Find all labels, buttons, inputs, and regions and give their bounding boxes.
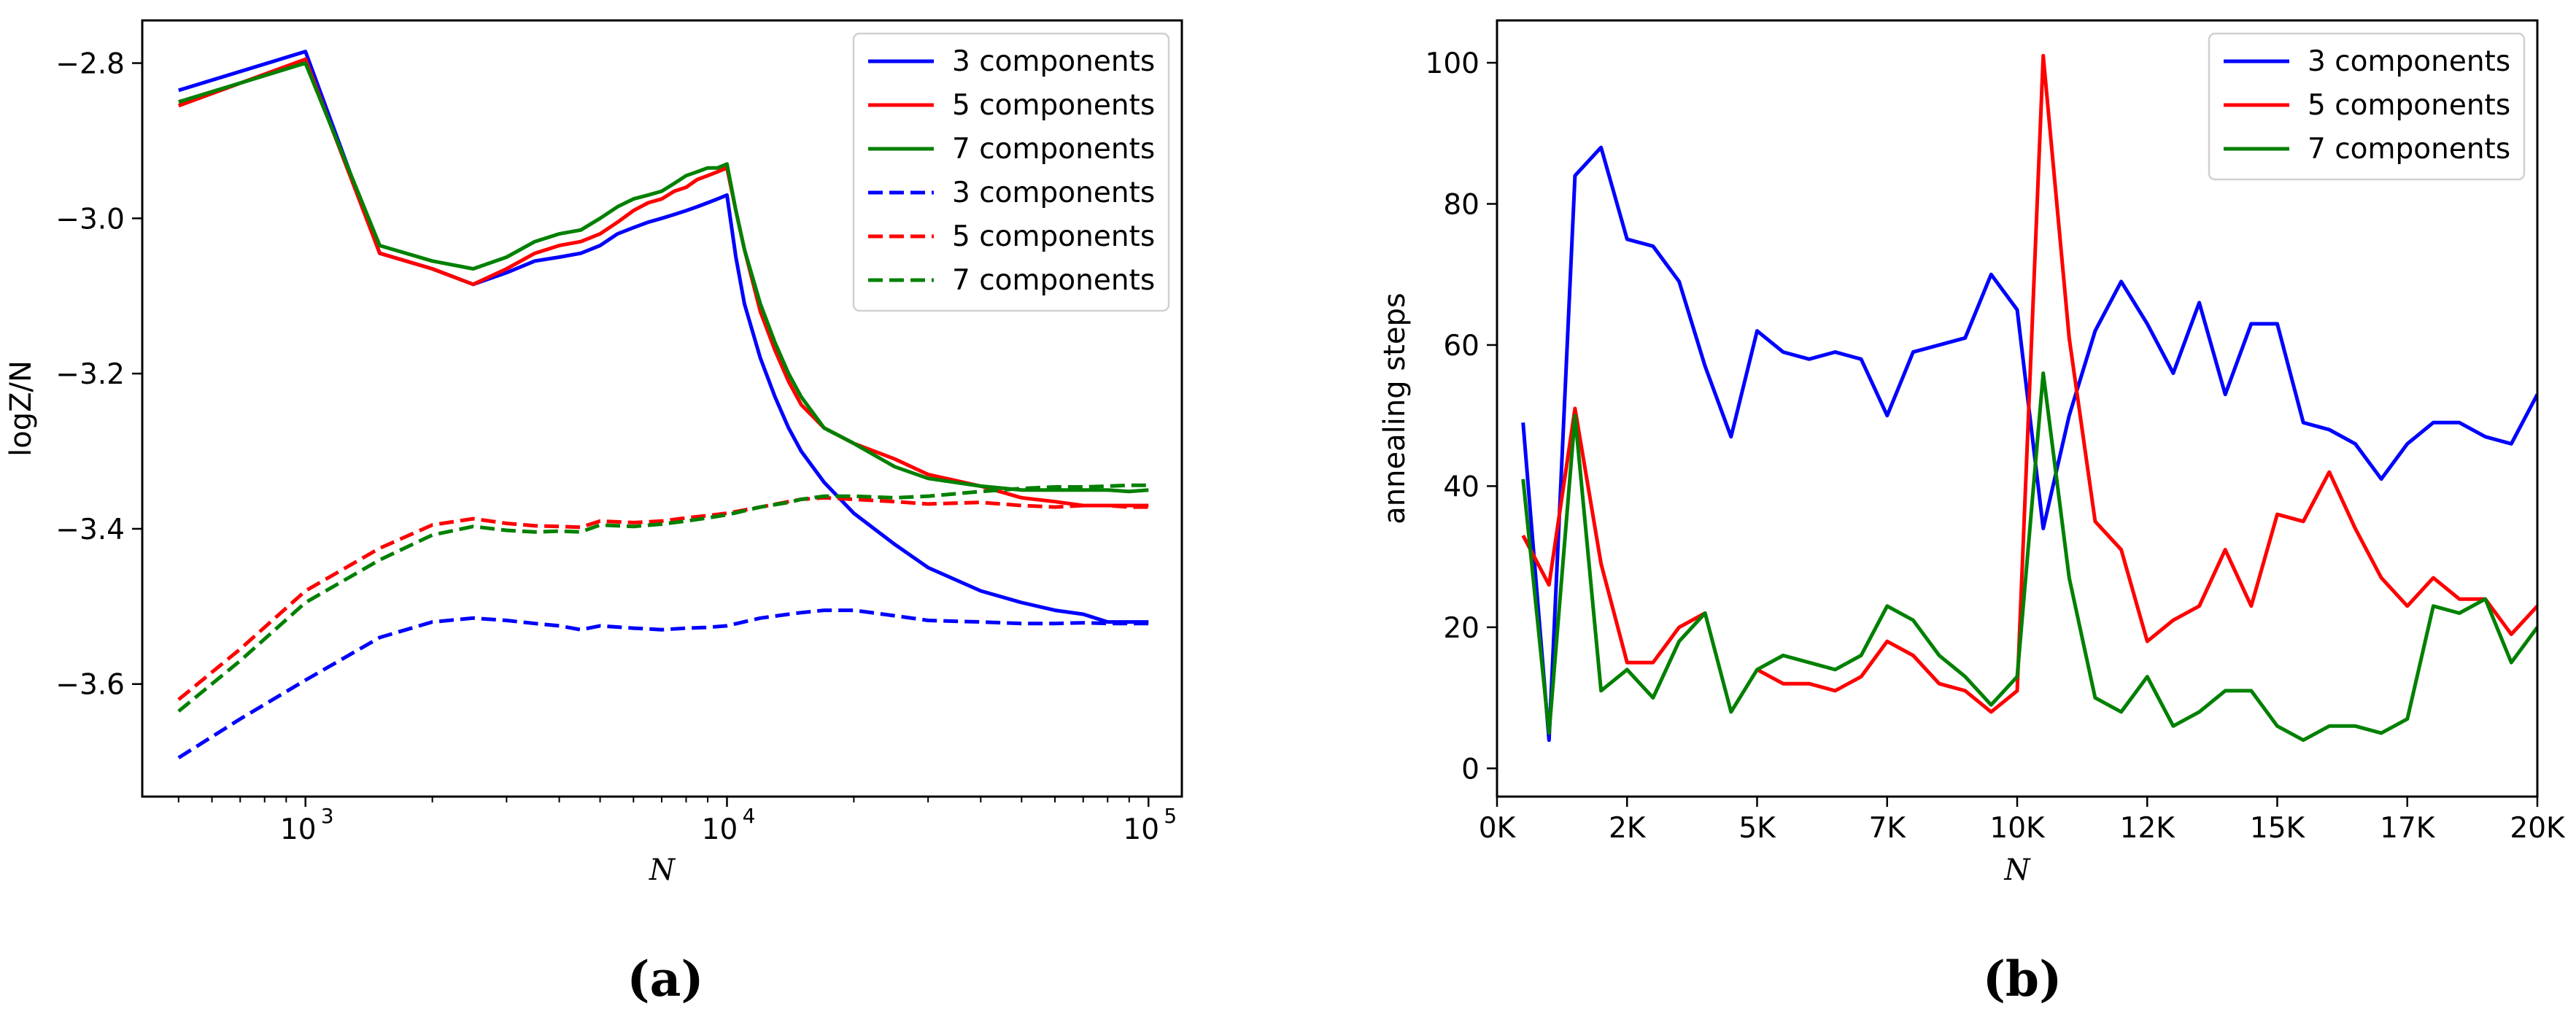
legend-entry: 7 components: [952, 133, 1155, 166]
x-tick-label-b: 10K: [1989, 812, 2046, 845]
series-line-7-components: [1521, 371, 2537, 743]
panel-b-label: (b): [1983, 951, 2062, 1007]
panel-b: 0K 2K 5K 7K 10K 12K 15K 17K 20K 0 20 40 60 80 100 Nanne…: [1378, 19, 2566, 887]
x-tick-label-b: 12K: [2120, 812, 2176, 845]
legend-box: [2208, 32, 2526, 181]
legend-entry: 5 components: [2308, 89, 2510, 122]
y-tick-label-b: 60: [1443, 330, 1480, 363]
series-line-solid-3-components: [178, 50, 1149, 624]
x-tick-label-b: 15K: [2250, 812, 2306, 845]
x-tick-label-b: 7K: [1869, 812, 1907, 845]
series-line-dashed-7-components: [177, 483, 1149, 713]
x-tick-label-a: 10: [702, 813, 738, 846]
legend-entry: 7 components: [2308, 133, 2510, 166]
series-line-5-components: [1756, 53, 2537, 714]
x-axis-label-a: N: [649, 853, 676, 887]
legend-entry: 3 components: [952, 177, 1155, 209]
legend-entry: 3 components: [952, 45, 1155, 78]
x-tick-label-b: 2K: [1609, 812, 1647, 845]
x-tick-label-b: 20K: [2510, 812, 2566, 845]
y-tick-label-b: 80: [1443, 188, 1480, 221]
series-line-dashed-5-components: [177, 495, 1149, 701]
legend-entry: 3 components: [2308, 45, 2510, 78]
x-tick-label-b: 0K: [1479, 812, 1517, 845]
y-tick-label-a: −2.8: [55, 48, 125, 81]
y-tick-label-a: −3.6: [55, 669, 125, 702]
y-tick-label-a: −3.2: [55, 358, 125, 391]
x-tick-exponent-a: 5: [1164, 804, 1177, 828]
x-tick-label-b: 5K: [1738, 812, 1776, 845]
plot-area-a: [177, 50, 1149, 759]
x-tick-exponent-a: 3: [321, 804, 334, 828]
legend-entry: 5 components: [952, 89, 1155, 122]
y-axis-label-a: logZ/N: [4, 360, 38, 457]
x-tick-label-a: 10: [280, 813, 317, 846]
y-tick-label-a: −3.0: [55, 203, 125, 236]
panel-a-label: (a): [627, 951, 703, 1007]
x-tick-label-b: 17K: [2380, 812, 2436, 845]
y-tick-label-b: 40: [1443, 471, 1480, 503]
x-tick-exponent-a: 4: [743, 804, 756, 828]
x-tick-label-a: 10: [1123, 813, 1159, 846]
y-tick-label-a: −3.4: [55, 514, 125, 546]
legend-box: [852, 32, 1170, 312]
series-line-solid-7-components: [178, 61, 1149, 494]
plot-area-b: [1521, 53, 2537, 743]
y-tick-label-b: 20: [1443, 612, 1480, 645]
y-axis-label-b: annealing steps: [1378, 293, 1412, 524]
y-tick-label-b: 100: [1426, 47, 1480, 80]
y-tick-label-b: 0: [1461, 753, 1480, 786]
x-axis-label-b: N: [2004, 853, 2032, 887]
legend-entry: 5 components: [952, 220, 1155, 253]
series-line-dashed-3-components: [177, 608, 1149, 759]
series-line-3-components: [1521, 145, 2537, 743]
legend-entry: 7 components: [952, 264, 1155, 297]
series-line-5-components: [1521, 406, 1706, 665]
